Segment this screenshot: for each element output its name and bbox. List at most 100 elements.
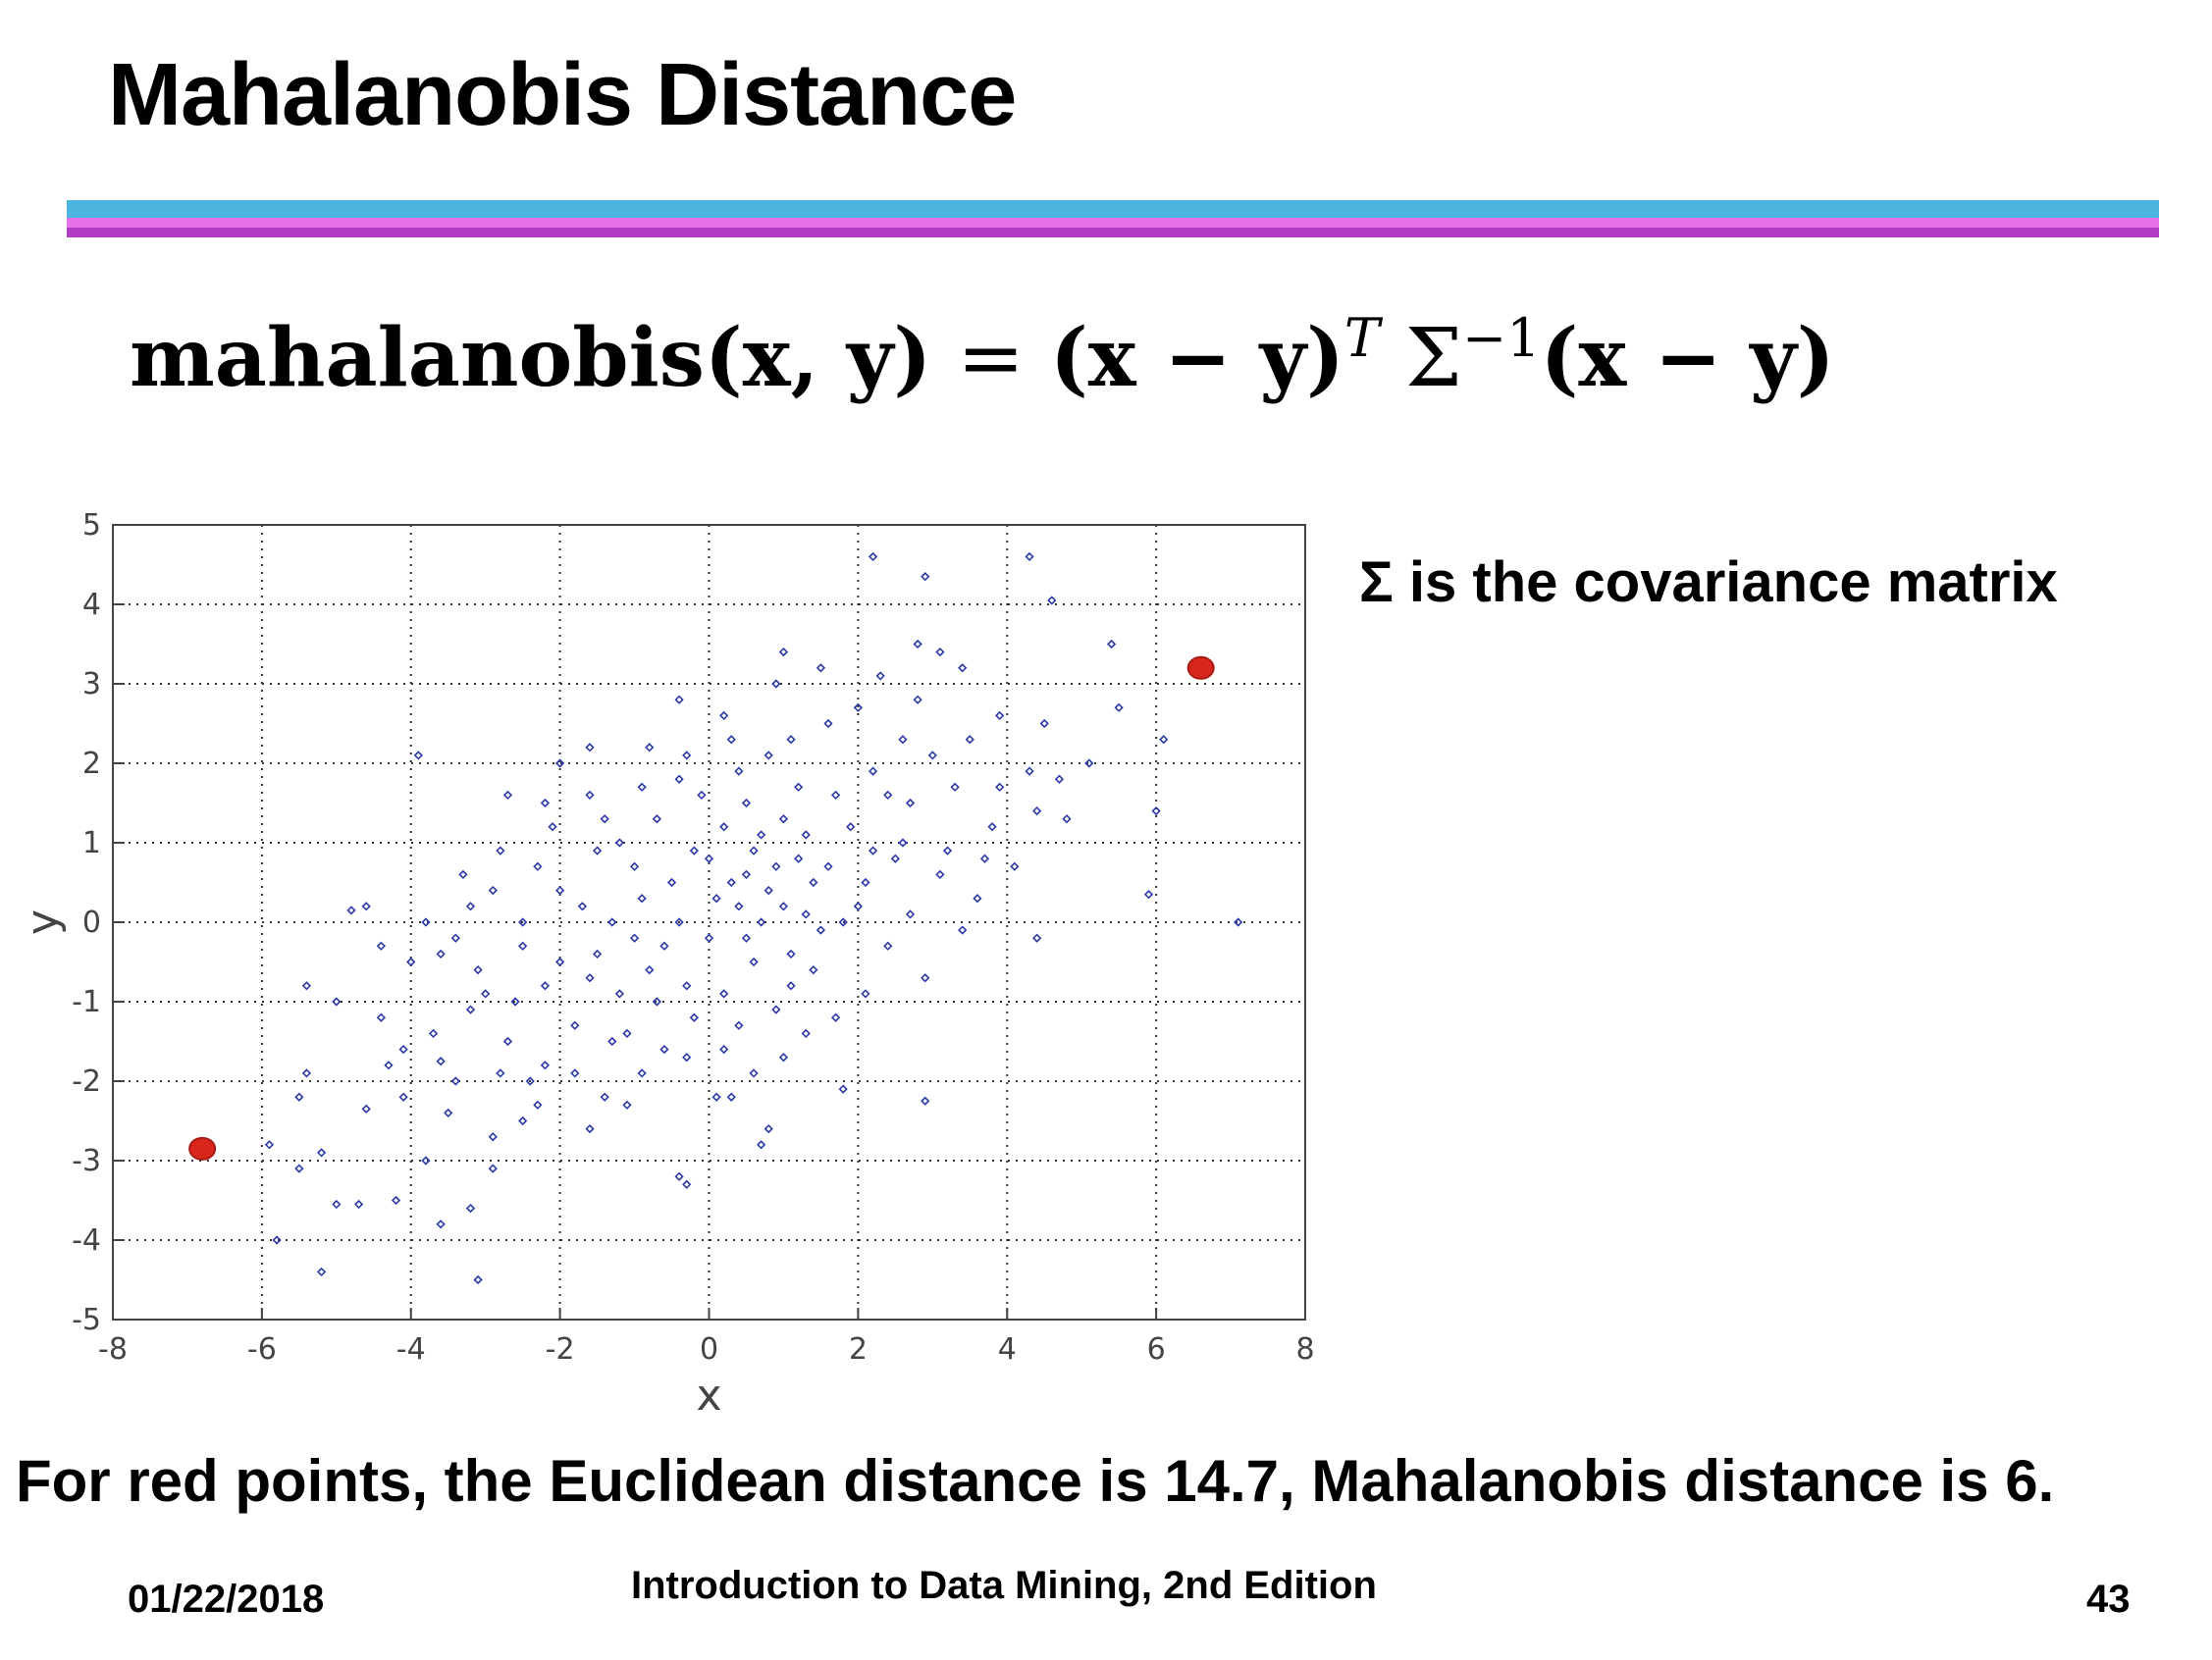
- data-point: [697, 790, 707, 801]
- data-point: [585, 1123, 595, 1134]
- data-point: [674, 1171, 684, 1181]
- data-point: [294, 1164, 304, 1173]
- data-point: [585, 743, 595, 752]
- data-point: [540, 981, 551, 991]
- y-tick-label: 5: [82, 508, 101, 543]
- data-point: [823, 861, 833, 871]
- data-point: [1039, 718, 1049, 729]
- data-point: [1031, 805, 1042, 816]
- data-point: [674, 695, 684, 704]
- data-point: [585, 973, 595, 983]
- data-point: [757, 830, 766, 840]
- data-point: [666, 877, 677, 888]
- formula-sigma: Σ: [1379, 312, 1462, 405]
- data-point: [301, 1068, 312, 1078]
- data-point: [332, 1199, 342, 1210]
- data-point: [622, 1028, 632, 1039]
- data-point: [868, 551, 878, 562]
- formula-equals: =: [931, 312, 1050, 405]
- data-point: [637, 782, 647, 792]
- title-rule-purple: [67, 228, 2159, 237]
- data-point: [719, 989, 729, 999]
- y-axis-label: y: [18, 909, 68, 935]
- data-point: [444, 1108, 453, 1118]
- data-point: [533, 1100, 543, 1110]
- data-point: [1084, 758, 1094, 768]
- y-tick-label: 3: [82, 667, 101, 701]
- data-point: [353, 1199, 364, 1210]
- data-point: [734, 766, 744, 776]
- distance-caption: For red points, the Euclidean distance i…: [16, 1448, 2055, 1514]
- data-point: [913, 639, 922, 649]
- data-point: [749, 957, 759, 967]
- data-point: [726, 735, 736, 745]
- data-point: [726, 877, 736, 888]
- data-point: [406, 957, 416, 967]
- data-point: [502, 790, 513, 801]
- data-point: [749, 1068, 759, 1078]
- x-tick-label: -2: [546, 1332, 575, 1367]
- data-point: [622, 1100, 632, 1110]
- y-tick-label: 1: [82, 826, 101, 860]
- data-point: [682, 1053, 692, 1063]
- formula-args: (x, y): [704, 311, 932, 405]
- data-point: [942, 846, 953, 856]
- data-point: [436, 1219, 446, 1229]
- x-tick-label: -4: [396, 1332, 426, 1367]
- data-point: [890, 854, 900, 863]
- data-point: [465, 1203, 476, 1214]
- data-point: [1062, 814, 1072, 824]
- data-point: [510, 997, 520, 1007]
- y-tick-label: -3: [72, 1144, 101, 1178]
- data-point: [1010, 861, 1020, 871]
- data-point: [488, 1132, 498, 1142]
- formula-right-term: (x − y): [1540, 311, 1835, 405]
- data-point: [898, 735, 908, 745]
- data-point: [525, 1076, 535, 1086]
- data-point: [600, 814, 609, 824]
- formula-left-term: (x − y): [1049, 311, 1344, 405]
- data-point: [764, 751, 773, 760]
- data-point: [592, 949, 603, 960]
- y-tick-label: -5: [72, 1303, 101, 1337]
- data-point: [629, 933, 640, 943]
- data-point: [488, 885, 498, 896]
- data-point: [905, 909, 916, 919]
- data-point: [592, 846, 603, 856]
- data-point: [861, 989, 870, 999]
- data-point: [465, 902, 476, 911]
- data-point: [973, 894, 982, 904]
- data-point: [384, 1061, 394, 1070]
- data-point: [778, 647, 789, 657]
- formula-inverse: −1: [1462, 307, 1541, 369]
- data-point: [764, 1123, 773, 1134]
- data-point: [711, 1092, 721, 1102]
- slide-title: Mahalanobis Distance: [108, 46, 1017, 144]
- data-point: [554, 885, 565, 896]
- data-point: [518, 917, 528, 927]
- x-tick-label: 4: [998, 1332, 1017, 1367]
- data-point: [496, 846, 505, 856]
- data-point: [719, 1044, 729, 1055]
- data-point: [465, 1005, 476, 1014]
- x-tick-label: 6: [1147, 1332, 1166, 1367]
- data-point: [704, 854, 714, 863]
- data-point: [958, 663, 968, 673]
- data-point: [1234, 917, 1243, 927]
- data-point: [659, 941, 669, 951]
- highlighted-point: [188, 1136, 217, 1161]
- data-point: [450, 933, 460, 943]
- x-tick-label: -8: [98, 1332, 128, 1367]
- title-rule-blue: [67, 200, 2159, 218]
- data-point: [719, 710, 729, 721]
- data-point: [883, 790, 893, 801]
- data-point: [771, 679, 781, 689]
- data-point: [413, 751, 423, 760]
- data-point: [965, 735, 974, 745]
- data-point: [838, 917, 848, 927]
- data-point: [979, 854, 990, 863]
- data-point: [294, 1092, 304, 1102]
- data-point: [838, 1084, 848, 1094]
- data-point: [801, 909, 811, 919]
- data-point: [816, 663, 826, 673]
